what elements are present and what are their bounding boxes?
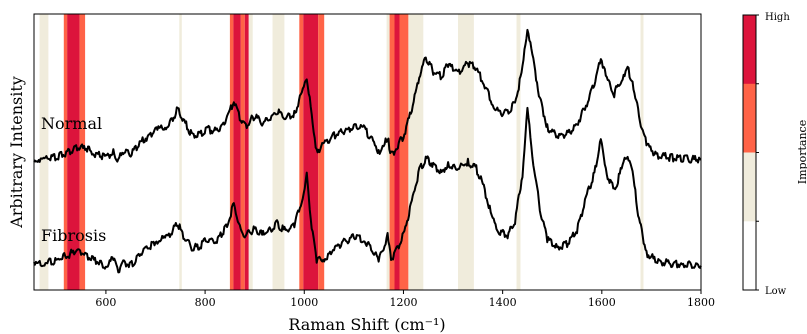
colorbar-title: Importance bbox=[796, 120, 807, 184]
importance-band-3 bbox=[79, 14, 86, 290]
importance-band-8 bbox=[244, 14, 249, 290]
importance-band-0 bbox=[39, 14, 49, 290]
importance-band-6 bbox=[233, 14, 241, 290]
x-tick-label-1200: 1200 bbox=[389, 296, 417, 309]
x-tick-label-1800: 1800 bbox=[687, 296, 715, 309]
spectrum-traces bbox=[33, 28, 702, 274]
importance-band-19 bbox=[458, 14, 474, 290]
importance-band-10 bbox=[272, 14, 285, 290]
importance-band-11 bbox=[299, 14, 304, 290]
colorbar-tick-low: Low bbox=[765, 286, 787, 297]
x-tick-label-1600: 1600 bbox=[588, 296, 616, 309]
colorbar-tick-high: High bbox=[765, 12, 790, 23]
x-tick-label-1000: 1000 bbox=[290, 296, 318, 309]
importance-band-5 bbox=[229, 14, 234, 290]
importance-band-9 bbox=[248, 14, 253, 290]
spectrum-line-normal bbox=[33, 28, 702, 164]
trace-label-fibrosis: Fibrosis bbox=[41, 226, 106, 245]
x-tick-label-1400: 1400 bbox=[489, 296, 517, 309]
colorbar-segment-none bbox=[743, 221, 756, 291]
importance-bands bbox=[39, 14, 644, 290]
plot-frame bbox=[33, 13, 702, 291]
importance-colorbar bbox=[742, 14, 759, 291]
x-tick-label-600: 600 bbox=[95, 296, 116, 309]
colorbar-segment-low bbox=[743, 152, 756, 222]
importance-band-17 bbox=[399, 14, 409, 290]
x-axis-ticks: 600 800 1000 1200 1400 1600 1800 bbox=[95, 290, 715, 309]
colorbar-segment-medium bbox=[743, 83, 756, 154]
importance-band-21 bbox=[640, 14, 644, 290]
trace-label-normal: Normal bbox=[41, 114, 102, 133]
importance-band-14 bbox=[386, 14, 390, 290]
importance-band-7 bbox=[240, 14, 245, 290]
importance-band-4 bbox=[179, 14, 182, 290]
x-tick-label-800: 800 bbox=[195, 296, 216, 309]
importance-band-18 bbox=[408, 14, 424, 290]
importance-band-20 bbox=[516, 14, 521, 290]
x-axis-title: Raman Shift (cm⁻¹) bbox=[288, 315, 445, 334]
importance-band-13 bbox=[318, 14, 325, 290]
spectrum-line-fibrosis bbox=[33, 106, 702, 274]
importance-band-16 bbox=[394, 14, 400, 290]
y-axis-title: Arbitrary Intensity bbox=[7, 76, 26, 229]
colorbar-segment-high bbox=[743, 15, 756, 85]
